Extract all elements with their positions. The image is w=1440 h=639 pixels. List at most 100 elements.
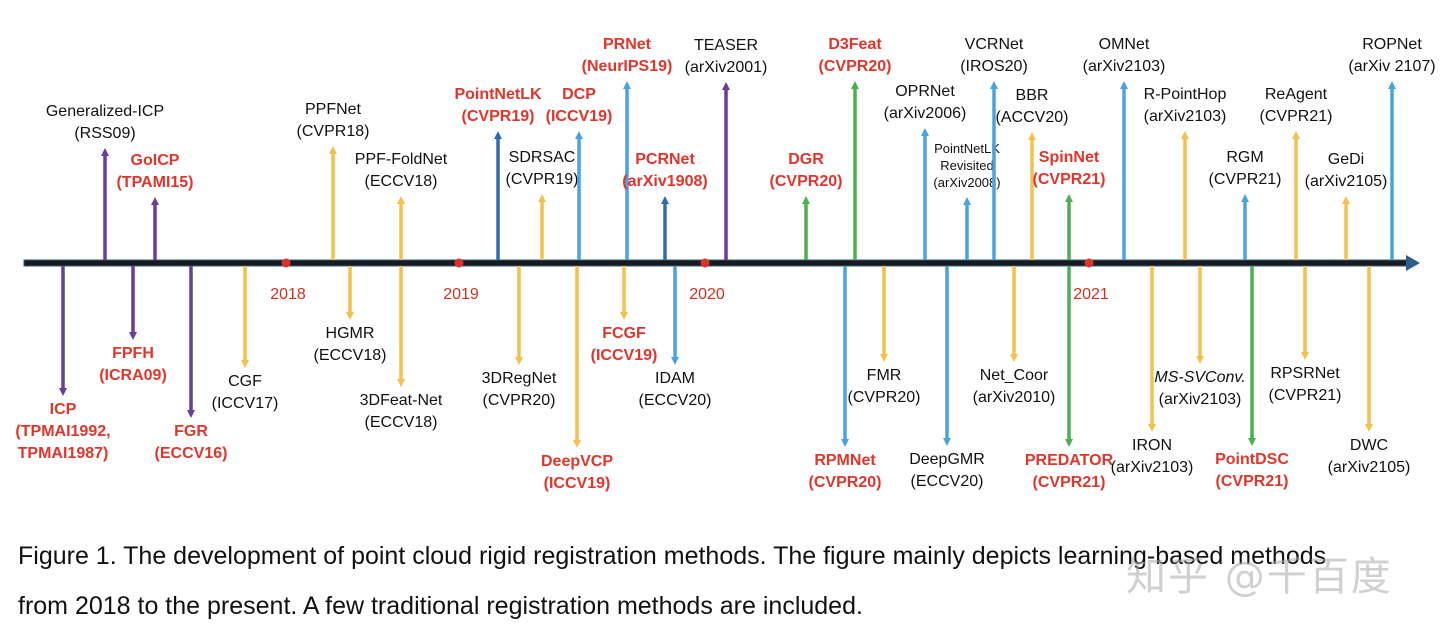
method-prnet: PRNet (NeurIPS19) bbox=[582, 36, 673, 260]
method-reagent: ReAgent (CVPR21) bbox=[1260, 86, 1333, 260]
method-name-label: VCRNet bbox=[965, 36, 1024, 53]
method-venue-label: (ICCV19) bbox=[591, 347, 658, 364]
method-venue-label: TPMAI1987) bbox=[18, 445, 109, 462]
method-name-label: 3DFeat-Net bbox=[360, 392, 443, 409]
method-name-label: DWC bbox=[1350, 437, 1388, 454]
method-name-label: SpinNet bbox=[1039, 149, 1100, 166]
method-fcgf: FCGF (ICCV19) bbox=[591, 266, 658, 364]
method-arrow-head bbox=[515, 357, 523, 365]
method-name-label: DeepGMR bbox=[909, 451, 985, 468]
method-arrow-head bbox=[880, 354, 888, 362]
figure-caption-line-2: from 2018 to the present. A few traditio… bbox=[18, 592, 863, 620]
method-fgr: FGR (ECCV16) bbox=[155, 266, 228, 462]
method-fpfh: FPFH (ICRA09) bbox=[99, 266, 167, 384]
method-venue-label: (arXiv2008) bbox=[933, 175, 1000, 190]
method-name-label: PointNetLK bbox=[454, 86, 542, 103]
method-venue-label: (CVPR21) bbox=[1033, 171, 1106, 188]
method-name-label: FGR bbox=[174, 423, 208, 440]
method-pointdsc: PointDSC (CVPR21) bbox=[1215, 266, 1289, 490]
method-venue-label: (arXiv1908) bbox=[622, 173, 707, 190]
method-venue-label: (arXiv2103) bbox=[1159, 391, 1242, 408]
method-venue-label: (CVPR20) bbox=[483, 392, 556, 409]
method-arrow-head bbox=[1181, 131, 1189, 139]
method-venue-label: (ECCV18) bbox=[314, 347, 387, 364]
method-net-coor: Net_Coor (arXiv2010) bbox=[973, 266, 1055, 406]
method-arrow-head bbox=[59, 388, 67, 396]
method-name-label: 3DRegNet bbox=[482, 370, 557, 387]
method-icp: ICP (TPMAI1992, TPMAI1987) bbox=[15, 266, 111, 462]
method-arrow-head bbox=[397, 379, 405, 387]
method-name-label: D3Feat bbox=[828, 36, 882, 53]
method-venue-label: (ECCV20) bbox=[639, 392, 712, 409]
method-venue-label: (ICCV19) bbox=[546, 108, 613, 125]
method-fmr: FMR (CVPR20) bbox=[848, 266, 920, 406]
method-bbr: BBR (ACCV20) bbox=[996, 87, 1068, 260]
method-cgf: CGF (ICCV17) bbox=[212, 266, 278, 412]
method-name-label: PPFNet bbox=[305, 101, 362, 118]
method-arrow-head bbox=[1148, 424, 1156, 432]
method-venue-label: (ECCV18) bbox=[365, 414, 438, 431]
method-ms-svconv: MS-SVConv. (arXiv2103) bbox=[1154, 266, 1246, 408]
method-arrow-head bbox=[1365, 424, 1373, 432]
method-venue-label: (CVPR21) bbox=[1269, 387, 1342, 404]
method-venue-label: (arXiv2006) bbox=[884, 105, 967, 122]
method-venue-label: (arXiv2103) bbox=[1083, 58, 1166, 75]
method-venue-label: (NeurIPS19) bbox=[582, 58, 673, 75]
method-venue-label: (ECCV18) bbox=[365, 173, 438, 190]
method-arrow-head bbox=[397, 196, 405, 204]
method-arrow-head bbox=[101, 148, 109, 156]
method-arrow-head bbox=[623, 81, 631, 89]
method-arrow-head bbox=[1342, 196, 1350, 204]
method-venue-label: (ECCV20) bbox=[911, 473, 984, 490]
method-idam: IDAM (ECCV20) bbox=[639, 266, 712, 409]
method-name-label: GeDi bbox=[1328, 151, 1364, 168]
year-label: 2020 bbox=[689, 286, 725, 303]
method-arrow-head bbox=[841, 439, 849, 447]
method-name-label: FPFH bbox=[112, 345, 154, 362]
timeline-diagram: 2018 2019 2020 2021 Generalized-ICP (RSS09) Go… bbox=[15, 36, 1436, 492]
method-arrow-head bbox=[575, 131, 583, 139]
method-arrow-head bbox=[851, 81, 859, 89]
method-venue-label: (ECCV16) bbox=[155, 445, 228, 462]
method-arrow-head bbox=[1010, 354, 1018, 362]
method-name-label: GoICP bbox=[131, 152, 180, 169]
method-vcrnet: VCRNet (IROS20) bbox=[960, 36, 1028, 260]
method-venue-label: (CVPR20) bbox=[809, 474, 882, 491]
method-arrow-head bbox=[1065, 194, 1073, 202]
method-ropnet: ROPNet (arXiv 2107) bbox=[1348, 36, 1436, 260]
year-marker-dot bbox=[281, 258, 291, 268]
method-venue-label: (IROS20) bbox=[960, 58, 1028, 75]
method-name-label: RPMNet bbox=[814, 452, 876, 469]
method-arrow-head bbox=[329, 146, 337, 154]
method-name-label: OPRNet bbox=[895, 83, 955, 100]
method-ppfnet: PPFNet (CVPR18) bbox=[297, 101, 370, 260]
method-dcp: DCP (ICCV19) bbox=[546, 86, 613, 260]
method-name-label: Net_Coor bbox=[980, 367, 1049, 384]
method-arrow-head bbox=[1241, 194, 1249, 202]
method-venue-label: (TPAMI15) bbox=[116, 174, 193, 191]
method-arrow-head bbox=[1028, 132, 1036, 140]
method-arrow-head bbox=[1065, 439, 1073, 447]
method-pointnetlk-revisited: PointNetLK Revisited (arXiv2008) bbox=[933, 141, 1001, 260]
method-venue-label: (CVPR21) bbox=[1260, 108, 1333, 125]
method-arrow-head bbox=[990, 81, 998, 89]
method-generalized-icp: Generalized-ICP (RSS09) bbox=[46, 103, 164, 260]
method-gedi: GeDi (arXiv2105) bbox=[1305, 151, 1387, 260]
method-name-label: R-PointHop bbox=[1144, 86, 1227, 103]
method-name-label: DCP bbox=[562, 86, 596, 103]
method-arrow-head bbox=[187, 410, 195, 418]
method-arrow-head bbox=[1248, 438, 1256, 446]
method-arrow-head bbox=[802, 196, 810, 204]
method-name-label: TEASER bbox=[694, 37, 758, 54]
year-marker-dot bbox=[1084, 258, 1094, 268]
method-venue-label: (CVPR18) bbox=[297, 123, 370, 140]
method-name-label: PPF-FoldNet bbox=[355, 151, 448, 168]
method-arrow-head bbox=[494, 131, 502, 139]
method-arrow-head bbox=[722, 82, 730, 90]
method-venue-label: (CVPR21) bbox=[1209, 171, 1282, 188]
method-arrow-head bbox=[661, 196, 669, 204]
method-name-label: FCGF bbox=[602, 325, 646, 342]
method-name-label: RGM bbox=[1226, 149, 1263, 166]
method-dwc: DWC (arXiv2105) bbox=[1328, 266, 1410, 476]
method-arrow-head bbox=[671, 357, 679, 365]
